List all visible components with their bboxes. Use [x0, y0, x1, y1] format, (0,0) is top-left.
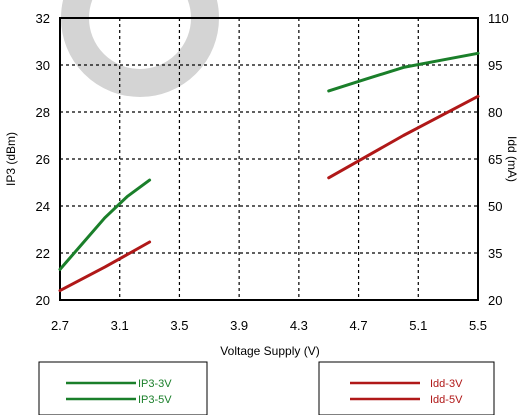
series-line-idd-3v [58, 240, 152, 293]
y2-tick-label: 65 [488, 152, 502, 167]
x-tick-label: 4.3 [290, 318, 308, 333]
y-tick-label: 24 [36, 199, 50, 214]
plot-frame [59, 17, 479, 301]
y2-tick-label: 50 [488, 199, 502, 214]
series-lines [58, 51, 480, 293]
watermark-ring [61, 0, 219, 97]
legend-label-ip3-3v: IP3-3V [138, 378, 172, 390]
legend-left: IP3-3V IP3-5V [38, 361, 208, 415]
x-tick-label: 3.5 [170, 318, 188, 333]
y2-tick-label: 80 [488, 105, 502, 120]
y-tick-label: 28 [36, 105, 50, 120]
tick-labels: 2.7 3.1 3.5 3.9 4.3 4.7 5.1 5.52022242628303220… [36, 11, 509, 333]
legend-label-idd-5v: Idd-5V [430, 394, 463, 406]
y-tick-label: 26 [36, 152, 50, 167]
x-tick-label: 3.9 [230, 318, 248, 333]
y-tick-label: 22 [36, 246, 50, 261]
y2-tick-label: 110 [488, 11, 509, 26]
legend-right-box [318, 361, 495, 415]
y-tick-label: 30 [36, 58, 50, 73]
x-tick-label: 5.1 [409, 318, 427, 333]
y-axis-title: IP3 (dBm) [4, 132, 18, 186]
x-axis-title: Voltage Supply (V) [220, 344, 319, 358]
y-tick-label: 20 [36, 293, 50, 308]
legend-label-idd-3v: Idd-3V [430, 378, 463, 390]
x-tick-label: 4.7 [350, 318, 368, 333]
legend-label-ip3-5v: IP3-5V [138, 394, 172, 406]
y2-axis-title: Idd (mA) [505, 136, 519, 182]
y2-tick-label: 20 [488, 293, 502, 308]
series-line-idd-5v [327, 94, 480, 180]
watermark [61, 0, 219, 97]
legend-left-box [38, 361, 208, 415]
legend-right: Idd-3V Idd-5V [318, 361, 495, 415]
series-line-ip3-3v [58, 178, 152, 271]
x-tick-label: 2.7 [51, 318, 69, 333]
x-tick-label: 3.1 [111, 318, 129, 333]
y-tick-label: 32 [36, 11, 50, 26]
x-tick-label: 5.5 [469, 318, 487, 333]
series-line-ip3-5v [327, 51, 480, 93]
y2-tick-label: 35 [488, 246, 502, 261]
y2-tick-label: 95 [488, 58, 502, 73]
